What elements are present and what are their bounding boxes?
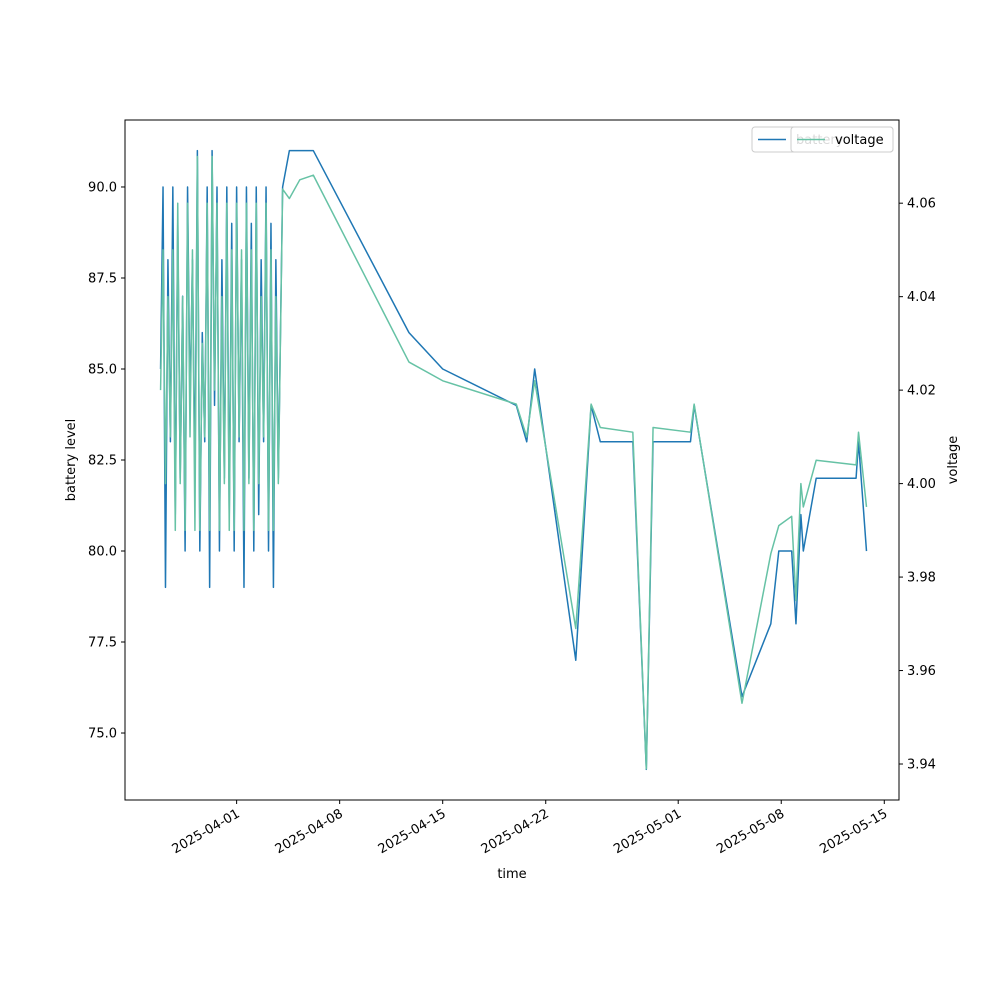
y-tick-label: 77.5	[88, 636, 117, 651]
y2-tick-label: 4.04	[907, 290, 936, 305]
y2-tick-label: 4.06	[907, 197, 936, 212]
line-voltage	[159, 155, 868, 770]
y2-tick-label: 3.94	[907, 758, 936, 773]
y2-tick-label: 3.96	[907, 664, 936, 679]
y-tick-label: 75.0	[88, 727, 117, 742]
x-tick-label: 2025-05-15	[817, 806, 890, 857]
x-tick-label: 2025-04-01	[170, 806, 243, 857]
x-tick-label: 2025-04-22	[479, 806, 552, 857]
y2-tick-label: 3.98	[907, 571, 936, 586]
y-tick-label: 80.0	[88, 545, 117, 560]
y-axis-label: battery level	[64, 419, 79, 502]
plot-frame	[124, 119, 900, 801]
y-tick-label: 82.5	[88, 454, 117, 469]
y-tick-label: 87.5	[88, 271, 117, 286]
y2-tick-label: 4.02	[907, 384, 936, 399]
legend-label: voltage	[835, 133, 884, 148]
y2-tick-label: 4.00	[907, 477, 936, 492]
y-tick-label: 85.0	[88, 362, 117, 377]
x-tick-label: 2025-05-08	[714, 806, 787, 857]
x-tick-label: 2025-04-08	[273, 806, 346, 857]
x-tick-label: 2025-04-15	[376, 806, 449, 857]
y2-axis-label: voltage	[946, 436, 961, 485]
x-tick-label: 2025-05-01	[611, 806, 684, 857]
legend-box	[790, 126, 894, 153]
x-axis-label: time	[497, 867, 526, 882]
y-tick-label: 90.0	[88, 180, 117, 195]
